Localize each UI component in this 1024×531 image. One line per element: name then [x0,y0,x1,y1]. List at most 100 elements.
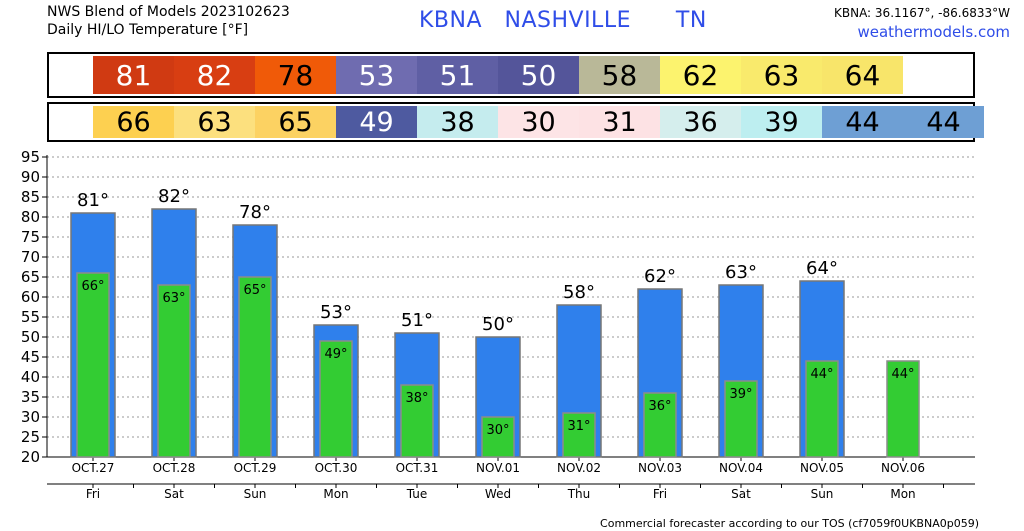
y-tick-label: 35 [21,388,40,406]
high-temp-label: 53° [320,302,352,323]
y-tick-label: 90 [21,168,40,186]
low-temp-label: 49° [324,347,347,362]
high-temp-label: 81° [77,190,109,211]
low-temp-bar [319,340,353,458]
low-temp-bar [886,360,920,458]
low-temp-bar [562,412,596,458]
x-day-label: Sat [164,487,184,501]
x-day-label: Tue [406,487,428,501]
lo_band-cell: 31 [579,106,660,138]
low-temp-label: 44° [891,367,914,382]
hi_band-cell: 82 [174,56,255,94]
y-tick-label: 20 [21,448,40,466]
x-date-label: OCT.27 [72,461,115,475]
x-date-label: NOV.04 [719,461,763,475]
x-day-label: Wed [485,487,511,501]
x-day-label: Sun [811,487,834,501]
lo_band-cell: 44 [822,106,903,138]
x-date-label: OCT.28 [153,461,196,475]
lo_band-cell: 66 [93,106,174,138]
station-name: KBNA NASHVILLE TN [419,8,707,33]
x-date-label: NOV.06 [881,461,925,475]
low-temp-bar [400,384,434,458]
chart-title: NWS Blend of Models 2023102623 [47,4,290,20]
hi_band-cell: 62 [660,56,741,94]
y-tick-label: 45 [21,348,40,366]
low-temp-label: 44° [810,367,833,382]
x-day-label: Mon [323,487,348,501]
y-tick-label: 65 [21,268,40,286]
hi_band-cell: 81 [93,56,174,94]
x-day-label: Sat [731,487,751,501]
high-temp-label: 62° [644,266,676,287]
high-temperature-band: 81 82 78 53 51 50 58 62 63 64 [47,52,975,98]
y-tick-label: 95 [21,148,40,166]
chart-subtitle: Daily HI/LO Temperature [°F] [47,22,249,38]
lo_band-cell: 49 [336,106,417,138]
y-tick-label: 55 [21,308,40,326]
low-temp-label: 65° [243,283,266,298]
low-temp-bar [805,360,839,458]
x-day-label: Mon [890,487,915,501]
lo_band-cell: 39 [741,106,822,138]
x-date-label: OCT.30 [315,461,358,475]
low-temperature-band: 66 63 65 49 38 30 31 36 39 44 44 [47,102,984,142]
x-date-label: NOV.05 [800,461,844,475]
x-day-label: Sun [244,487,267,501]
y-tick-label: 50 [21,328,40,346]
low-temp-bar [76,272,110,458]
low-temp-label: 63° [162,291,185,306]
low-temp-label: 39° [729,387,752,402]
y-tick-label: 40 [21,368,40,386]
high-temp-label: 58° [563,282,595,303]
website-link[interactable]: weathermodels.com [857,23,1010,41]
x-date-label: OCT.31 [396,461,439,475]
lo_band-cell: 36 [660,106,741,138]
low-temp-label: 66° [81,279,104,294]
x-date-label: NOV.01 [476,461,520,475]
y-tick-label: 75 [21,228,40,246]
high-temp-label: 82° [158,186,190,207]
lo_band-cell: 38 [417,106,498,138]
hi_band-cell: 78 [255,56,336,94]
lo_band-cell: 65 [255,106,336,138]
low-temp-label: 30° [486,423,509,438]
low-temp-bar [643,392,677,458]
lo_band-cell: 63 [174,106,255,138]
x-date-label: OCT.29 [234,461,277,475]
hi_band-cell: 64 [822,56,903,94]
y-tick-label: 25 [21,428,40,446]
x-date-label: NOV.03 [638,461,682,475]
low-temp-bar [238,276,272,458]
high-temp-label: 78° [239,202,271,223]
y-tick-label: 70 [21,248,40,266]
low-temp-bar [481,416,515,458]
lo_band-cell: 30 [498,106,579,138]
hi_band-cell: 50 [498,56,579,94]
x-day-label: Fri [86,487,100,501]
low-temp-bar [724,380,758,458]
high-temp-label: 51° [401,310,433,331]
x-date-label: NOV.02 [557,461,601,475]
low-temp-bar [157,284,191,458]
y-tick-label: 80 [21,208,40,226]
hi_band-cell: 58 [579,56,660,94]
footer-note: Commercial forecaster according to our T… [600,517,979,530]
hi_band-cell: 51 [417,56,498,94]
low-temp-label: 31° [567,419,590,434]
x-day-label: Fri [653,487,667,501]
y-tick-label: 85 [21,188,40,206]
hi_band-cell: 63 [741,56,822,94]
y-tick-label: 60 [21,288,40,306]
lo_band-cell: 44 [903,106,984,138]
station-coordinates: KBNA: 36.1167°, -86.6833°W [833,6,1010,20]
high-temp-label: 64° [806,258,838,279]
low-temp-label: 36° [648,399,671,414]
y-tick-label: 30 [21,408,40,426]
hi_band-cell: 53 [336,56,417,94]
x-day-label: Thu [567,487,591,501]
low-temp-label: 38° [405,391,428,406]
high-temp-label: 63° [725,262,757,283]
high-temp-label: 50° [482,314,514,335]
